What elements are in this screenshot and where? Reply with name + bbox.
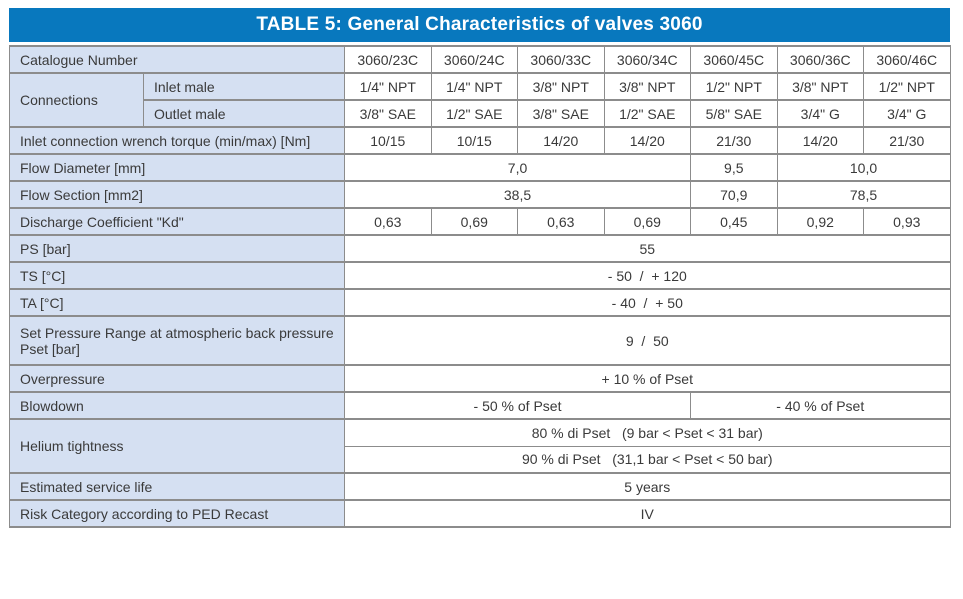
wrench-torque-cell: 21/30 [690, 126, 778, 155]
outlet-male-cell: 3/4" G [776, 99, 865, 128]
ps-value: 55 [344, 234, 951, 263]
row-flow-diameter: Flow Diameter [mm] 7,0 9,5 10,0 [8, 153, 951, 182]
row-helium-tightness-2: 90 % di Pset (31,1 bar < Pset < 50 bar) [10, 445, 951, 474]
flow-diameter-cell: 9,5 [690, 153, 778, 182]
catalogue-number-label: Catalogue Number [8, 45, 346, 74]
row-overpressure: Overpressure + 10 % of Pset [8, 364, 951, 393]
service-life-label: Estimated service life [8, 472, 346, 501]
ta-value: - 40 / + 50 [344, 288, 951, 317]
row-blowdown: Blowdown - 50 % of Pset - 40 % of Pset [8, 391, 951, 420]
risk-category-value: IV [344, 499, 951, 528]
blowdown-left-value: - 50 % of Pset [344, 391, 692, 420]
characteristics-table: Catalogue Number 3060/23C 3060/24C 3060/… [8, 45, 951, 528]
inlet-male-label: Inlet male [142, 72, 346, 101]
row-ta: TA [°C] - 40 / + 50 [8, 288, 951, 317]
set-pressure-range-label: Set Pressure Range at atmospheric back p… [8, 315, 346, 366]
row-flow-section: Flow Section [mm2] 38,5 70,9 78,5 [8, 180, 951, 209]
wrench-torque-cell: 14/20 [776, 126, 865, 155]
risk-category-label: Risk Category according to PED Recast [8, 499, 346, 528]
outlet-male-cell: 5/8" SAE [690, 99, 778, 128]
row-discharge-coefficient: Discharge Coefficient "Kd" 0,63 0,69 0,6… [8, 207, 951, 236]
connections-label: Connections [9, 72, 144, 128]
row-set-pressure-range: Set Pressure Range at atmospheric back p… [8, 315, 951, 366]
discharge-coefficient-cell: 0,93 [863, 207, 951, 236]
row-connections-inlet: Connections Inlet male 1/4" NPT 1/4" NPT… [9, 72, 951, 128]
ta-label: TA [°C] [8, 288, 346, 317]
flow-diameter-cell: 7,0 [344, 153, 692, 182]
outlet-male-label: Outlet male [142, 99, 346, 128]
wrench-torque-cell: 14/20 [603, 126, 692, 155]
outlet-male-cell: 1/2" SAE [603, 99, 692, 128]
overpressure-label: Overpressure [8, 364, 346, 393]
flow-diameter-label: Flow Diameter [mm] [8, 153, 346, 182]
discharge-coefficient-cell: 0,69 [430, 207, 519, 236]
outlet-male-cell: 3/8" SAE [344, 99, 432, 128]
discharge-coefficient-cell: 0,69 [603, 207, 692, 236]
inlet-male-cell: 3/8" NPT [776, 72, 865, 101]
helium-tightness-label: Helium tightness [8, 418, 346, 474]
ps-label: PS [bar] [8, 234, 346, 263]
wrench-torque-cell: 10/15 [430, 126, 519, 155]
outlet-male-cell: 3/4" G [863, 99, 951, 128]
flow-section-cell: 78,5 [776, 180, 951, 209]
inlet-male-cell: 1/4" NPT [344, 72, 432, 101]
row-risk-category: Risk Category according to PED Recast IV [8, 499, 951, 528]
catalogue-number-cell: 3060/34C [603, 45, 692, 74]
ts-label: TS [°C] [8, 261, 346, 290]
wrench-torque-cell: 10/15 [344, 126, 432, 155]
service-life-value: 5 years [344, 472, 951, 501]
inlet-male-cell: 1/4" NPT [430, 72, 519, 101]
row-helium-tightness-1: Helium tightness 80 % di Pset (9 bar < P… [8, 418, 951, 474]
discharge-coefficient-cell: 0,63 [344, 207, 432, 236]
inlet-male-cell: 3/8" NPT [517, 72, 605, 101]
row-wrench-torque: Inlet connection wrench torque (min/max)… [8, 126, 951, 155]
wrench-torque-cell: 14/20 [517, 126, 605, 155]
catalogue-number-cell: 3060/33C [517, 45, 605, 74]
overpressure-value: + 10 % of Pset [344, 364, 951, 393]
row-service-life: Estimated service life 5 years [8, 472, 951, 501]
outlet-male-cell: 3/8" SAE [517, 99, 605, 128]
catalogue-number-cell: 3060/45C [690, 45, 778, 74]
helium-tightness-value-2: 90 % di Pset (31,1 bar < Pset < 50 bar) [344, 445, 951, 474]
row-ps: PS [bar] 55 [8, 234, 951, 263]
flow-section-cell: 70,9 [690, 180, 778, 209]
blowdown-label: Blowdown [8, 391, 346, 420]
flow-section-label: Flow Section [mm2] [8, 180, 346, 209]
catalogue-number-cell: 3060/23C [344, 45, 432, 74]
outlet-male-cell: 1/2" SAE [430, 99, 519, 128]
flow-section-cell: 38,5 [344, 180, 692, 209]
catalogue-number-cell: 3060/46C [863, 45, 951, 74]
discharge-coefficient-label: Discharge Coefficient "Kd" [8, 207, 346, 236]
flow-diameter-cell: 10,0 [776, 153, 951, 182]
inlet-male-cell: 3/8" NPT [603, 72, 692, 101]
discharge-coefficient-cell: 0,63 [517, 207, 605, 236]
wrench-torque-label: Inlet connection wrench torque (min/max)… [8, 126, 346, 155]
ts-value: - 50 / + 120 [344, 261, 951, 290]
catalogue-number-cell: 3060/24C [430, 45, 519, 74]
row-ts: TS [°C] - 50 / + 120 [8, 261, 951, 290]
row-connections-outlet: Outlet male 3/8" SAE 1/2" SAE 3/8" SAE 1… [10, 99, 951, 128]
table-title-text: TABLE 5: General Characteristics of valv… [256, 14, 703, 35]
inlet-male-cell: 1/2" NPT [863, 72, 951, 101]
table-title: TABLE 5: General Characteristics of valv… [9, 8, 950, 42]
inlet-male-cell: 1/2" NPT [690, 72, 778, 101]
catalogue-number-cell: 3060/36C [776, 45, 865, 74]
set-pressure-range-value: 9 / 50 [344, 315, 951, 366]
helium-tightness-value-1: 80 % di Pset (9 bar < Pset < 31 bar) [344, 418, 951, 447]
blowdown-right-value: - 40 % of Pset [690, 391, 951, 420]
discharge-coefficient-cell: 0,45 [690, 207, 778, 236]
wrench-torque-cell: 21/30 [863, 126, 951, 155]
row-catalogue-number: Catalogue Number 3060/23C 3060/24C 3060/… [8, 45, 951, 74]
discharge-coefficient-cell: 0,92 [776, 207, 865, 236]
